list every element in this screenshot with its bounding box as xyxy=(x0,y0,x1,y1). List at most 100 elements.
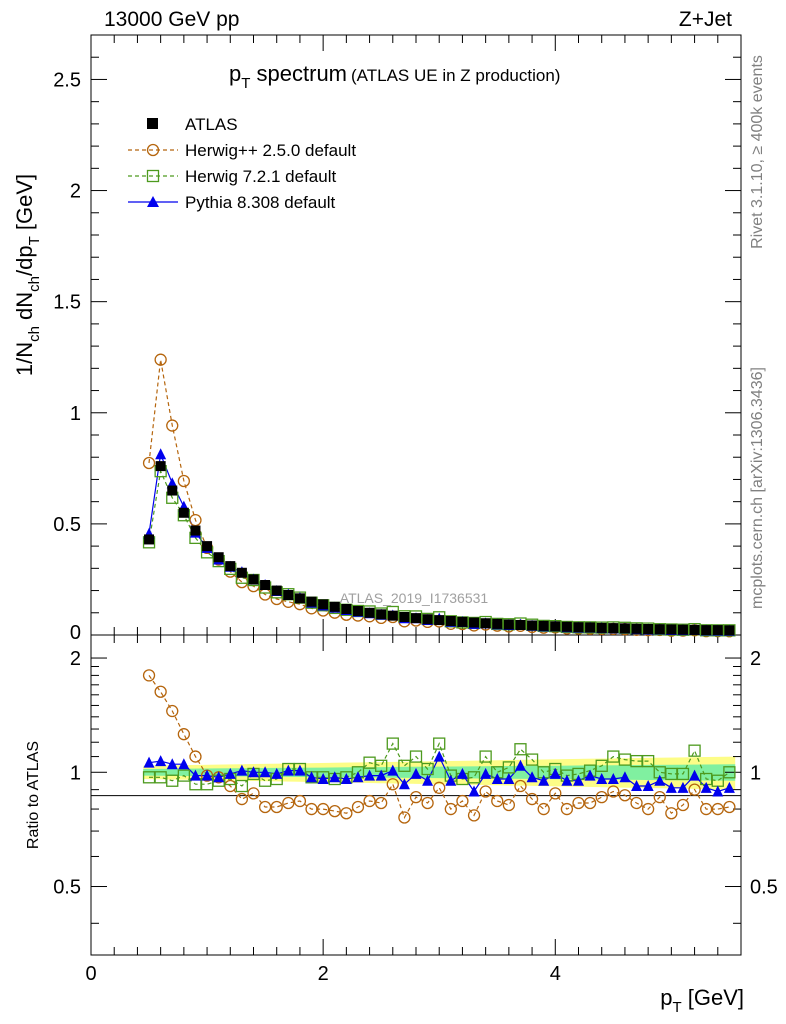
ratio-point-pythia xyxy=(375,769,387,781)
ratio-point-pythia xyxy=(596,773,608,785)
ratio-point-herwigpp xyxy=(479,785,492,798)
main-point-atlas xyxy=(376,609,387,620)
ratio-point-herwigpp xyxy=(630,796,643,810)
main-point-atlas xyxy=(573,622,584,633)
ratio-point-pythia xyxy=(306,771,318,783)
title-p: p xyxy=(229,61,241,86)
ratio-point-herwig7 xyxy=(421,762,434,776)
ratio-point-herwigpp xyxy=(491,794,504,808)
ratio-line-herwigpp xyxy=(148,675,730,819)
legend-label-atlas: ATLAS xyxy=(185,115,238,134)
axis-tick-labels: 0 2 4 0 0.5 1 1.5 2 2.5 0.5 0.5 1 1 2 2 xyxy=(53,69,778,985)
main-y-label: 1/Nch dNch/dpT [GeV] xyxy=(12,174,43,376)
main-point-atlas xyxy=(585,622,596,633)
ratio-point-pythia xyxy=(387,764,399,776)
ratio-point-herwigpp xyxy=(340,807,353,820)
ratio-point-herwig7 xyxy=(398,759,411,772)
ratio-point-herwigpp xyxy=(444,802,457,816)
ratio-point-pythia xyxy=(213,771,225,783)
ratio-point-pythia xyxy=(433,750,445,762)
ratio-point-pythia xyxy=(607,773,619,785)
ratio-point-herwigpp xyxy=(235,792,249,806)
ratio-point-herwigpp xyxy=(583,796,597,810)
ratio-point-pythia xyxy=(224,767,236,779)
ratio-point-herwigpp xyxy=(189,750,202,763)
ratio-point-herwig7 xyxy=(525,753,539,766)
ratio-point-pythia xyxy=(248,766,259,778)
ylabel-ch2: ch xyxy=(26,276,43,292)
ratio-point-herwigpp xyxy=(316,802,330,816)
main-point-atlas xyxy=(306,596,317,607)
energy-label: 13000 GeV pp xyxy=(104,8,239,31)
ratio-point-pythia xyxy=(271,767,283,779)
legend: ATLAS Herwig++ 2.5.0 default Herwig 7.2.… xyxy=(128,115,356,212)
legend-label-pythia: Pythia 8.308 default xyxy=(185,193,336,212)
ratio-point-pythia xyxy=(514,759,526,771)
main-point-atlas xyxy=(677,624,688,635)
main-point-atlas xyxy=(643,624,654,634)
main-point-atlas xyxy=(538,620,549,631)
ratio-point-pythia xyxy=(166,758,178,770)
ratio-point-herwigpp xyxy=(572,796,585,810)
ylabel-mid: dN xyxy=(12,292,37,326)
y-tick-label: 1 xyxy=(70,403,81,425)
ratio-point-pythia xyxy=(491,773,503,785)
ratio-point-pythia xyxy=(631,780,643,792)
ratio-tick-label-right: 1 xyxy=(750,762,761,784)
ratio-point-herwigpp xyxy=(224,779,237,793)
ratio-point-herwigpp xyxy=(514,779,527,793)
ratio-tick-label-left: 1 xyxy=(70,762,81,784)
main-point-atlas xyxy=(202,541,213,552)
ratio-point-herwigpp xyxy=(166,704,179,718)
legend-marker-herwig7 xyxy=(146,169,160,183)
main-point-atlas xyxy=(457,616,468,627)
main-point-pythia xyxy=(155,448,167,460)
ratio-point-herwigpp xyxy=(270,800,283,814)
process-label: Z+Jet xyxy=(679,8,732,31)
main-line-herwig7 xyxy=(148,469,730,632)
main-point-atlas xyxy=(399,612,410,622)
ratio-point-pythia xyxy=(480,767,492,779)
main-point-atlas xyxy=(422,614,433,625)
ratio-point-herwigpp xyxy=(653,790,666,804)
main-point-atlas xyxy=(236,567,247,578)
main-series-group xyxy=(142,353,736,638)
ratio-point-herwig7 xyxy=(595,759,608,772)
ratio-point-pythia xyxy=(723,781,735,793)
ratio-point-pythia xyxy=(665,781,677,793)
ratio-point-herwigpp xyxy=(700,802,713,816)
main-point-atlas xyxy=(271,585,282,596)
ratio-point-herwigpp xyxy=(386,778,399,791)
main-point-atlas xyxy=(480,618,491,629)
ratio-point-herwigpp xyxy=(398,811,411,824)
xlabel-t: T xyxy=(672,999,681,1016)
title-extra: (ATLAS UE in Z production) xyxy=(351,66,560,85)
y-tick-label: 2 xyxy=(70,181,81,203)
ylabel-unit: [GeV] xyxy=(12,174,37,236)
ratio-point-herwig7 xyxy=(409,750,423,763)
ratio-point-herwigpp xyxy=(351,800,365,814)
main-point-atlas xyxy=(724,625,735,636)
ratio-point-pythia xyxy=(526,771,538,783)
main-point-atlas xyxy=(190,525,201,536)
ratio-point-herwigpp xyxy=(467,809,481,822)
main-point-atlas xyxy=(155,461,166,472)
ratio-point-herwig7 xyxy=(177,769,191,782)
ratio-point-pythia xyxy=(422,774,434,786)
main-point-atlas xyxy=(469,617,480,628)
ratio-point-pythia xyxy=(410,767,422,779)
ratio-point-herwig7 xyxy=(479,750,492,763)
ratio-point-herwigpp xyxy=(595,790,608,804)
ratio-point-pythia xyxy=(352,771,364,783)
ratio-point-pythia xyxy=(561,774,573,786)
ratio-point-pythia xyxy=(700,781,712,793)
ratio-point-pythia xyxy=(178,758,190,770)
main-point-atlas xyxy=(387,610,398,621)
title-sub-t: T xyxy=(241,75,250,92)
y-tick-label: 1.5 xyxy=(53,292,81,314)
main-point-atlas xyxy=(329,601,340,612)
main-point-atlas xyxy=(596,622,607,633)
main-point-atlas xyxy=(260,580,271,590)
main-point-atlas xyxy=(225,561,236,572)
